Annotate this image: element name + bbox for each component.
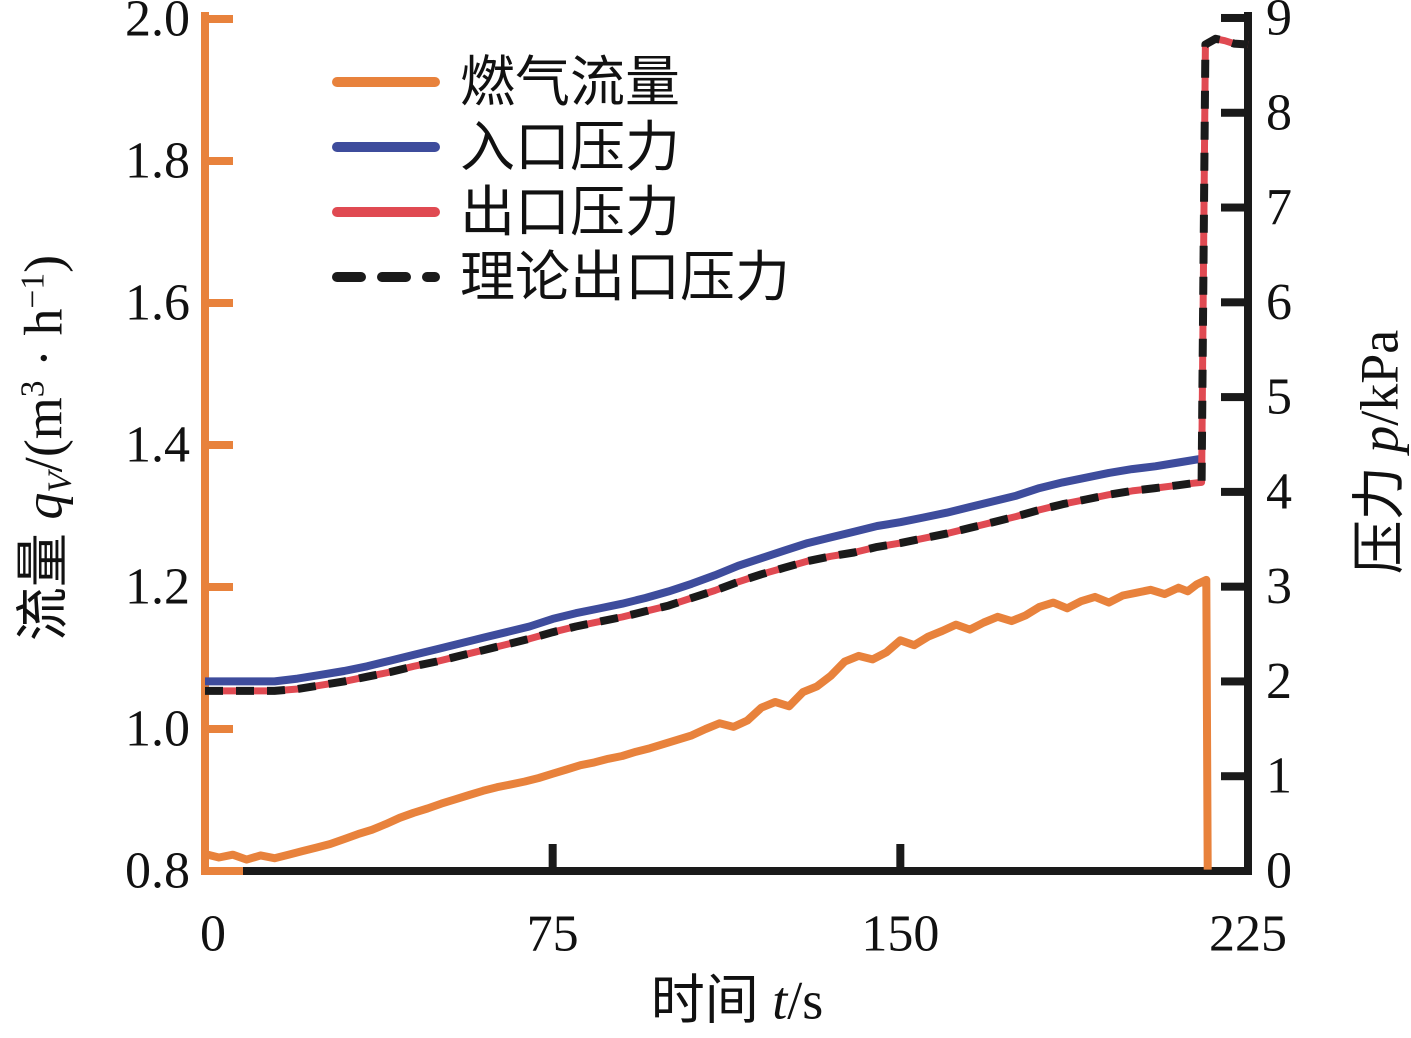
right-axis-tick [1221,298,1244,307]
right-axis-tick [1221,772,1244,781]
x-tick-label: 75 [527,906,579,963]
right-tick-label: 6 [1266,274,1292,331]
axis-title-part: 时间 [650,970,773,1031]
axis-title-part: p [1349,425,1410,453]
right-tick-label: 7 [1266,179,1292,236]
legend-sample-theoretical-outlet-pressure-icon [332,272,440,282]
left-axis-tick [209,299,233,307]
axis-title-part: q [13,492,74,520]
axis-title-part: · h [13,308,74,381]
axis-title-part: /s [787,970,824,1031]
legend-item-gas-flow: 燃气流量 [332,51,680,113]
legend-label-gas-flow: 燃气流量 [460,51,681,113]
axis-title-part: 流量 [13,519,74,642]
left-axis-tick [209,441,233,449]
right-axis-tick [1221,13,1244,22]
axis-title-part: t [772,970,788,1031]
legend-sample-gas-flow-icon [332,77,440,87]
axis-title-part: −1 [14,272,52,309]
legend-item-outlet-pressure: 出口压力 [332,181,680,243]
axis-title-part: 压力 [1349,452,1410,575]
axis-title-part: /kPa [1349,329,1410,426]
right-axis-line [1244,12,1252,875]
left-axis-tick [209,725,233,733]
left-tick-label: 2.0 [125,0,190,48]
left-tick-label: 1.8 [125,133,190,190]
left-tick-label: 0.8 [125,843,190,900]
bottom-axis-line [243,867,1252,875]
series-theoretical_outlet_pressure [205,34,1249,695]
axis-title-part: 3 [14,380,52,398]
left-tick-label: 1.0 [125,701,190,758]
right-axis-tick [1221,582,1244,591]
right-tick-label: 9 [1266,0,1292,46]
legend-item-theoretical-outlet-pressure: 理论出口压力 [332,246,790,308]
left-axis-tick [209,157,233,165]
series-inlet_pressure [205,454,1203,686]
right-tick-label: 1 [1266,748,1292,805]
right-tick-label: 3 [1266,558,1292,615]
legend-label-theoretical-outlet-pressure: 理论出口压力 [460,246,791,308]
left-tick-label: 1.6 [125,275,190,332]
right-axis-tick [1221,203,1244,212]
right-axis-title: 压力 p/kPa [1335,330,1411,575]
left-axis-title: 流量 qV/(m3 · h−1) [0,254,79,642]
x-tick-label: 0 [200,906,226,963]
right-axis-tick [1221,108,1244,117]
right-axis-tick [1221,677,1244,686]
left-tick-label: 1.2 [125,559,190,616]
left-axis-tick [209,583,233,591]
right-axis-tick [1221,487,1244,496]
legend-sample-outlet-pressure-icon [332,207,440,217]
x-axis-title: 时间 t/s [651,956,824,1035]
legend-label-outlet-pressure: 出口压力 [460,181,681,243]
legend-item-inlet-pressure: 入口压力 [332,116,680,178]
x-axis-tick [896,844,905,868]
axis-title-part: ) [13,254,74,273]
left-axis-line [201,12,209,875]
left-axis-tick [209,867,233,875]
x-axis-tick [548,844,557,868]
right-tick-label: 8 [1266,84,1292,141]
legend-sample-inlet-pressure-icon [332,142,440,152]
right-tick-label: 0 [1266,843,1292,900]
right-tick-label: 2 [1266,653,1292,710]
right-axis-tick [1221,393,1244,402]
left-axis-tick [209,15,233,23]
x-tick-label: 150 [861,906,939,963]
x-tick-label: 225 [1209,906,1287,963]
axis-title-part: V [41,472,79,493]
right-tick-label: 5 [1266,369,1292,426]
left-tick-label: 1.4 [125,417,190,474]
axis-title-part: /(m [13,397,74,473]
right-axis-tick [1221,867,1244,875]
legend-label-inlet-pressure: 入口压力 [460,116,681,178]
series-gas_flow [204,575,1212,870]
right-tick-label: 4 [1266,463,1292,520]
